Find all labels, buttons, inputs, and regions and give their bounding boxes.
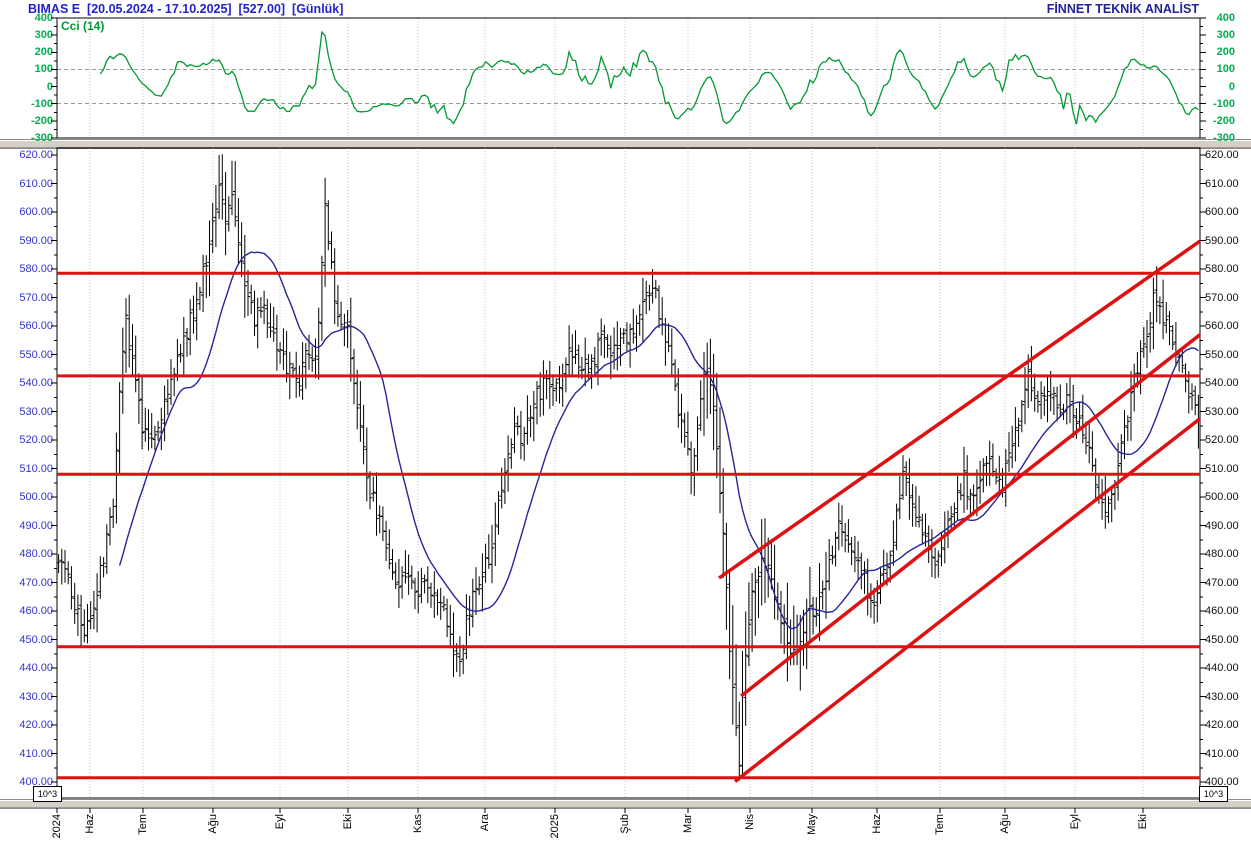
price-axis-label-left: 570.00 [19, 291, 53, 304]
price-axis-label-right: 570.00 [1205, 291, 1239, 304]
price-axis-label-left: 420.00 [19, 719, 53, 731]
indicator-axis-label-right: 400 [1216, 12, 1235, 24]
indicator-axis-label-right: 0 [1228, 80, 1235, 93]
price-axis-label-left: 480.00 [19, 548, 53, 560]
price-axis-label-right: 410.00 [1205, 747, 1239, 760]
indicator-axis-label-left: -200 [30, 114, 53, 127]
price-axis-label-left: 550.00 [19, 348, 53, 361]
x-axis-label: Haz [84, 814, 96, 834]
indicator-axis-label-right: 300 [1216, 29, 1235, 42]
x-axis-label: May [806, 814, 819, 835]
x-axis-label: Tem [137, 814, 149, 835]
price-axis-label-left: 540.00 [19, 377, 53, 389]
x-axis-label: Eyl [1069, 814, 1082, 830]
x-axis-label: Ağu [999, 814, 1011, 834]
price-axis-label-left: 470.00 [19, 576, 53, 589]
price-axis-label-left: 440.00 [19, 662, 53, 674]
x-axis-label: Kas [412, 814, 424, 833]
price-axis-label-left: 520.00 [19, 434, 53, 446]
indicator-axis-label-left: 300 [34, 29, 53, 42]
indicator-axis-label-right: -100 [1212, 97, 1235, 110]
x-axis-label: Nis [744, 814, 756, 830]
price-axis-label-right: 560.00 [1205, 320, 1239, 332]
indicator-axis-label-right: 200 [1216, 46, 1235, 59]
instrument-title: BIMAS E [20.05.2024 - 17.10.2025] [527.0… [28, 2, 344, 16]
price-axis-label-left: 510.00 [19, 462, 53, 475]
price-axis-label-right: 440.00 [1205, 662, 1239, 674]
price-axis-label-right: 540.00 [1205, 377, 1239, 389]
price-axis-label-left: 600.00 [19, 206, 53, 218]
x-axis-label: 2024 [51, 814, 63, 839]
price-axis-label-right: 580.00 [1205, 263, 1239, 275]
price-axis-label-left: 560.00 [19, 320, 53, 332]
x-axis-label: Şub [619, 814, 632, 834]
panel-splitter-top[interactable] [0, 139, 1251, 149]
price-axis-label-left: 620.00 [19, 149, 53, 161]
price-axis-label-left: 530.00 [19, 405, 53, 418]
indicator-axis-label-left: 100 [34, 63, 53, 76]
price-axis-label-left: 400.00 [19, 776, 53, 788]
indicator-axis-label-left: 400 [34, 12, 53, 24]
price-axis-label-right: 550.00 [1205, 348, 1239, 361]
price-axis-label-right: 420.00 [1205, 719, 1239, 731]
price-axis-label-right: 530.00 [1205, 405, 1239, 418]
x-axis-label: Eyl [274, 814, 286, 830]
x-axis-label: Ara [479, 814, 492, 832]
price-axis-label-left: 490.00 [19, 519, 53, 532]
price-axis-label-left: 580.00 [19, 263, 53, 275]
volume-scale-box-left: 10^3 [33, 786, 62, 802]
x-axis-label: Eki [342, 814, 354, 830]
volume-scale-box-right: 10^3 [1199, 786, 1228, 802]
price-axis-label-right: 450.00 [1205, 633, 1239, 646]
indicator-axis-label-left: -300 [30, 132, 53, 144]
price-axis-label-right: 480.00 [1205, 548, 1239, 560]
price-axis-label-right: 520.00 [1205, 434, 1239, 446]
price-axis-label-left: 410.00 [19, 747, 53, 760]
price-axis-label-left: 450.00 [19, 633, 53, 646]
indicator-axis-label-right: -200 [1212, 114, 1235, 127]
price-axis-label-right: 400.00 [1205, 776, 1239, 788]
price-axis-label-right: 500.00 [1205, 491, 1239, 503]
panel-splitter-bottom[interactable] [0, 799, 1251, 809]
price-axis-label-left: 610.00 [19, 177, 53, 190]
price-axis-label-left: 500.00 [19, 491, 53, 503]
indicator-axis-label-right: -300 [1212, 132, 1235, 144]
x-axis-label: 2025 [549, 814, 561, 839]
price-axis-label-left: 590.00 [19, 234, 53, 247]
indicator-axis-label-left: 200 [34, 46, 53, 59]
x-axis-label: Tem [934, 814, 946, 835]
indicator-axis-label-left: 0 [46, 80, 53, 93]
indicator-axis-label-right: 100 [1216, 63, 1235, 76]
x-axis-label: Haz [871, 814, 883, 834]
x-axis-label: Ağu [207, 814, 219, 834]
price-axis-label-right: 610.00 [1205, 177, 1239, 190]
indicator-axis-label-left: -100 [30, 97, 53, 110]
price-axis-label-left: 430.00 [19, 690, 53, 703]
price-axis-label-left: 460.00 [19, 605, 53, 617]
price-axis-label-right: 590.00 [1205, 234, 1239, 247]
x-axis-label: Mar [682, 814, 695, 833]
price-axis-label-right: 490.00 [1205, 519, 1239, 532]
x-axis-label: Eki [1137, 814, 1149, 830]
price-axis-label-right: 510.00 [1205, 462, 1239, 475]
price-axis-label-right: 460.00 [1205, 605, 1239, 617]
indicator-label: Cci (14) [61, 19, 105, 33]
app-title: FİNNET TEKNİK ANALİST [1046, 2, 1199, 16]
price-axis-label-right: 600.00 [1205, 206, 1239, 218]
price-axis-label-right: 620.00 [1205, 149, 1239, 161]
price-axis-label-right: 470.00 [1205, 576, 1239, 589]
price-axis-label-right: 430.00 [1205, 690, 1239, 703]
